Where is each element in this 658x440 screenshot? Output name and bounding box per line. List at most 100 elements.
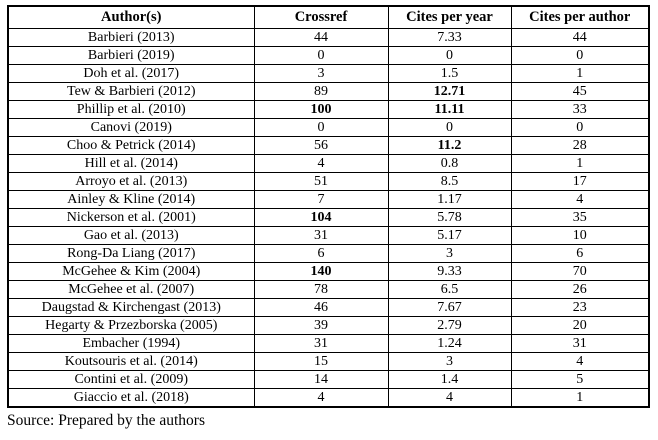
- value-cell: 44: [253, 28, 389, 47]
- author-cell: Doh et al. (2017): [7, 64, 255, 83]
- value-cell: 11.2: [387, 136, 512, 155]
- author-cell: McGehee et al. (2007): [7, 280, 255, 299]
- value-cell: 9.33: [387, 262, 512, 281]
- value-cell: 1: [510, 388, 650, 408]
- value-cell: 4: [510, 190, 650, 209]
- author-cell: Choo & Petrick (2014): [7, 136, 255, 155]
- value-cell: 35: [510, 208, 650, 227]
- author-cell: Embacher (1994): [7, 334, 255, 353]
- value-cell: 31: [253, 334, 389, 353]
- table-row: Ainley & Kline (2014) 7 1.17 4: [7, 190, 650, 209]
- value-cell: 0: [253, 118, 389, 137]
- table-row: Nickerson et al. (2001) 104 5.78 35: [7, 208, 650, 227]
- source-note: Source: Prepared by the authors: [7, 412, 205, 429]
- value-cell: 20: [510, 316, 650, 335]
- value-cell: 6: [253, 244, 389, 263]
- table-row: Barbieri (2019) 0 0 0: [7, 46, 650, 65]
- value-cell: 4: [510, 352, 650, 371]
- value-cell: 0: [253, 46, 389, 65]
- value-cell: 140: [253, 262, 389, 281]
- value-cell: 6: [510, 244, 650, 263]
- value-cell: 0: [387, 46, 512, 65]
- table-row: Tew & Barbieri (2012) 89 12.71 45: [7, 82, 650, 101]
- table-row: Contini et al. (2009) 14 1.4 5: [7, 370, 650, 389]
- table-row: Embacher (1994) 31 1.24 31: [7, 334, 650, 353]
- author-cell: Barbieri (2013): [7, 28, 255, 47]
- value-cell: 14: [253, 370, 389, 389]
- author-cell: Hill et al. (2014): [7, 154, 255, 173]
- table-row: Hegarty & Przezborska (2005) 39 2.79 20: [7, 316, 650, 335]
- column-header: Cites per author: [510, 5, 650, 29]
- value-cell: 1.5: [387, 64, 512, 83]
- author-cell: McGehee & Kim (2004): [7, 262, 255, 281]
- value-cell: 33: [510, 100, 650, 119]
- table-row: Koutsouris et al. (2014) 15 3 4: [7, 352, 650, 371]
- column-header: Author(s): [7, 5, 255, 29]
- value-cell: 4: [253, 154, 389, 173]
- value-cell: 104: [253, 208, 389, 227]
- value-cell: 1.24: [387, 334, 512, 353]
- author-cell: Canovi (2019): [7, 118, 255, 137]
- value-cell: 7.67: [387, 298, 512, 317]
- value-cell: 70: [510, 262, 650, 281]
- value-cell: 5: [510, 370, 650, 389]
- value-cell: 45: [510, 82, 650, 101]
- value-cell: 1: [510, 154, 650, 173]
- table-row: Gao et al. (2013) 31 5.17 10: [7, 226, 650, 245]
- table-row: Giaccio et al. (2018) 4 4 1: [7, 388, 650, 408]
- value-cell: 2.79: [387, 316, 512, 335]
- table-row: Daugstad & Kirchengast (2013) 46 7.67 23: [7, 298, 650, 317]
- table-row: Phillip et al. (2010) 100 11.11 33: [7, 100, 650, 119]
- column-header: Crossref: [253, 5, 389, 29]
- value-cell: 0.8: [387, 154, 512, 173]
- value-cell: 89: [253, 82, 389, 101]
- author-cell: Hegarty & Przezborska (2005): [7, 316, 255, 335]
- table-row: Barbieri (2013) 44 7.33 44: [7, 28, 650, 47]
- value-cell: 0: [387, 118, 512, 137]
- value-cell: 56: [253, 136, 389, 155]
- table-body: Barbieri (2013) 44 7.33 44 Barbieri (2019) 0 0…: [7, 28, 650, 408]
- table-row: Arroyo et al. (2013) 51 8.5 17: [7, 172, 650, 191]
- author-cell: Giaccio et al. (2018): [7, 388, 255, 408]
- value-cell: 0: [510, 118, 650, 137]
- table-row: Rong-Da Liang (2017) 6 3 6: [7, 244, 650, 263]
- value-cell: 15: [253, 352, 389, 371]
- value-cell: 78: [253, 280, 389, 299]
- value-cell: 100: [253, 100, 389, 119]
- table-row: Canovi (2019) 0 0 0: [7, 118, 650, 137]
- value-cell: 0: [510, 46, 650, 65]
- value-cell: 51: [253, 172, 389, 191]
- value-cell: 3: [387, 352, 512, 371]
- author-cell: Ainley & Kline (2014): [7, 190, 255, 209]
- citations-table: Author(s) Crossref Cites per year Cites per…: [7, 5, 650, 408]
- value-cell: 46: [253, 298, 389, 317]
- value-cell: 17: [510, 172, 650, 191]
- value-cell: 6.5: [387, 280, 512, 299]
- value-cell: 1: [510, 64, 650, 83]
- author-cell: Nickerson et al. (2001): [7, 208, 255, 227]
- value-cell: 31: [510, 334, 650, 353]
- table-row: Hill et al. (2014) 4 0.8 1: [7, 154, 650, 173]
- author-cell: Daugstad & Kirchengast (2013): [7, 298, 255, 317]
- value-cell: 12.71: [387, 82, 512, 101]
- table-row: McGehee et al. (2007) 78 6.5 26: [7, 280, 650, 299]
- table-row: Choo & Petrick (2014) 56 11.2 28: [7, 136, 650, 155]
- table-row: McGehee & Kim (2004) 140 9.33 70: [7, 262, 650, 281]
- value-cell: 8.5: [387, 172, 512, 191]
- column-header: Cites per year: [387, 5, 512, 29]
- value-cell: 39: [253, 316, 389, 335]
- value-cell: 31: [253, 226, 389, 245]
- value-cell: 10: [510, 226, 650, 245]
- value-cell: 11.11: [387, 100, 512, 119]
- value-cell: 4: [387, 388, 512, 408]
- value-cell: 5.17: [387, 226, 512, 245]
- value-cell: 1.17: [387, 190, 512, 209]
- value-cell: 7.33: [387, 28, 512, 47]
- author-cell: Phillip et al. (2010): [7, 100, 255, 119]
- value-cell: 3: [253, 64, 389, 83]
- value-cell: 1.4: [387, 370, 512, 389]
- value-cell: 4: [253, 388, 389, 408]
- author-cell: Rong-Da Liang (2017): [7, 244, 255, 263]
- value-cell: 7: [253, 190, 389, 209]
